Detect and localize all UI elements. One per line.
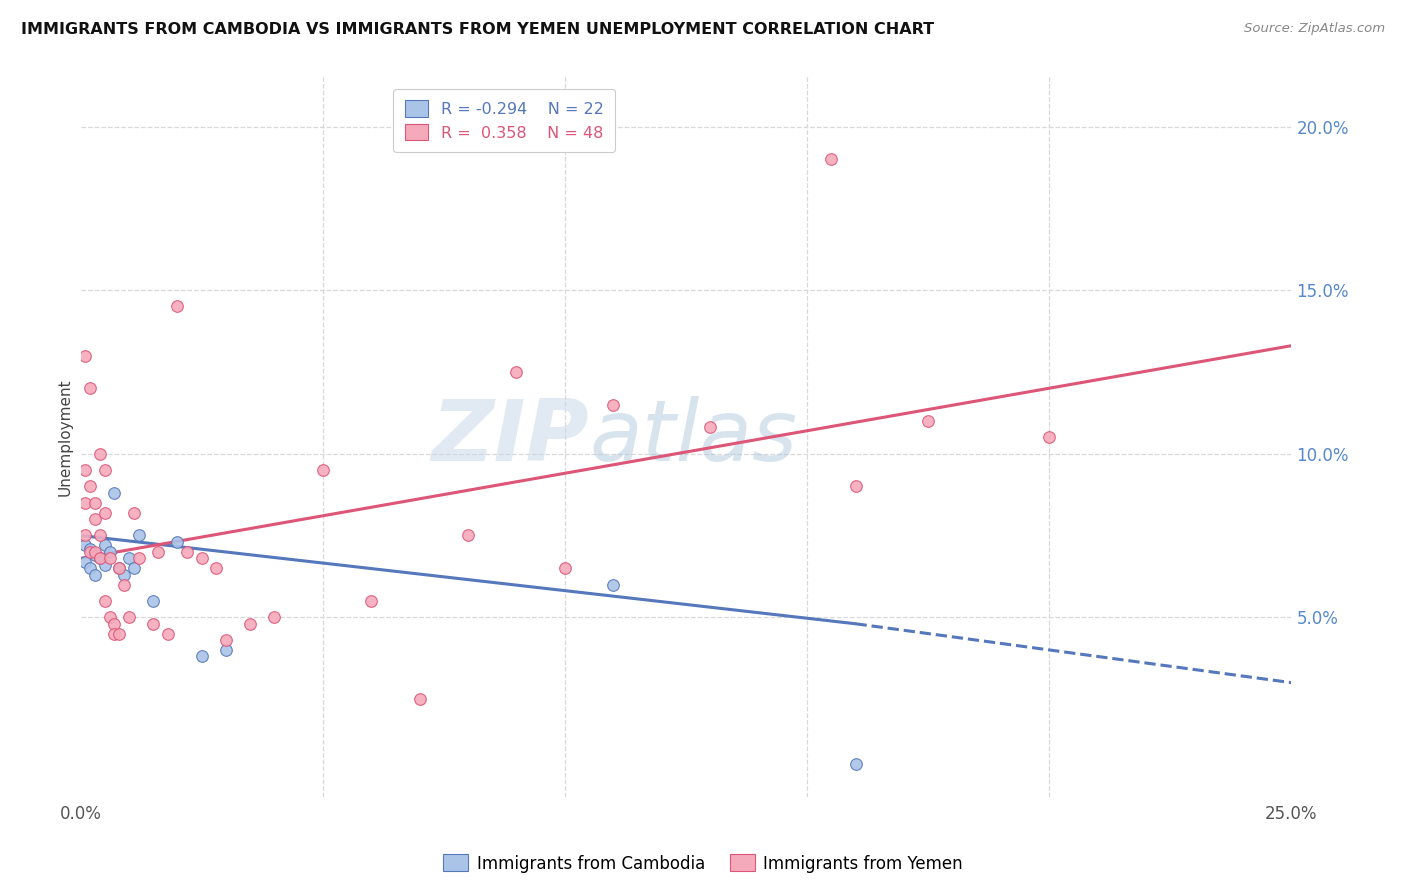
Point xyxy=(917,414,939,428)
Point xyxy=(118,610,141,624)
Point xyxy=(98,610,121,624)
Point xyxy=(103,626,125,640)
Point xyxy=(1038,430,1060,444)
Point xyxy=(108,626,131,640)
Point xyxy=(103,616,125,631)
Point xyxy=(215,643,238,657)
Point xyxy=(122,561,145,575)
Point xyxy=(215,633,238,648)
Point xyxy=(602,577,624,591)
Point xyxy=(554,561,576,575)
Point xyxy=(142,616,165,631)
Point xyxy=(93,558,115,572)
Point xyxy=(118,551,141,566)
Point xyxy=(844,757,866,772)
Point xyxy=(89,528,111,542)
Point xyxy=(176,545,198,559)
Point xyxy=(602,398,624,412)
Point xyxy=(93,538,115,552)
Text: ZIP: ZIP xyxy=(432,396,589,479)
Legend: Immigrants from Cambodia, Immigrants from Yemen: Immigrants from Cambodia, Immigrants fro… xyxy=(436,847,970,880)
Point xyxy=(89,447,111,461)
Point xyxy=(93,463,115,477)
Point xyxy=(205,561,228,575)
Point xyxy=(84,567,107,582)
Point xyxy=(457,528,479,542)
Point xyxy=(844,479,866,493)
Point xyxy=(108,561,131,575)
Point xyxy=(84,545,107,559)
Point xyxy=(360,594,382,608)
Point xyxy=(263,610,285,624)
Point xyxy=(75,528,97,542)
Point xyxy=(98,545,121,559)
Point xyxy=(146,545,169,559)
Point xyxy=(79,479,101,493)
Point xyxy=(128,528,150,542)
Point xyxy=(820,153,842,167)
Point xyxy=(79,561,101,575)
Point xyxy=(122,506,145,520)
Point xyxy=(166,300,188,314)
Point xyxy=(79,381,101,395)
Point xyxy=(93,594,115,608)
Point xyxy=(505,365,527,379)
Point xyxy=(190,551,212,566)
Point xyxy=(93,506,115,520)
Point xyxy=(75,496,97,510)
Point xyxy=(75,555,97,569)
Point xyxy=(166,535,188,549)
Point xyxy=(239,616,262,631)
Legend: R = -0.294    N = 22, R =  0.358    N = 48: R = -0.294 N = 22, R = 0.358 N = 48 xyxy=(394,89,616,152)
Point xyxy=(103,486,125,500)
Point xyxy=(89,551,111,566)
Point xyxy=(79,541,101,556)
Point xyxy=(89,551,111,566)
Point xyxy=(79,545,101,559)
Point xyxy=(84,512,107,526)
Point xyxy=(156,626,179,640)
Y-axis label: Unemployment: Unemployment xyxy=(58,378,72,496)
Point xyxy=(142,594,165,608)
Text: IMMIGRANTS FROM CAMBODIA VS IMMIGRANTS FROM YEMEN UNEMPLOYMENT CORRELATION CHART: IMMIGRANTS FROM CAMBODIA VS IMMIGRANTS F… xyxy=(21,22,934,37)
Point xyxy=(408,692,430,706)
Point xyxy=(75,463,97,477)
Text: Source: ZipAtlas.com: Source: ZipAtlas.com xyxy=(1244,22,1385,36)
Point xyxy=(75,349,97,363)
Point xyxy=(112,577,135,591)
Point xyxy=(190,649,212,664)
Point xyxy=(108,561,131,575)
Point xyxy=(84,548,107,562)
Point xyxy=(98,551,121,566)
Point xyxy=(112,567,135,582)
Point xyxy=(312,463,335,477)
Point xyxy=(75,538,97,552)
Point xyxy=(84,496,107,510)
Text: atlas: atlas xyxy=(589,396,797,479)
Point xyxy=(699,420,721,434)
Point xyxy=(128,551,150,566)
